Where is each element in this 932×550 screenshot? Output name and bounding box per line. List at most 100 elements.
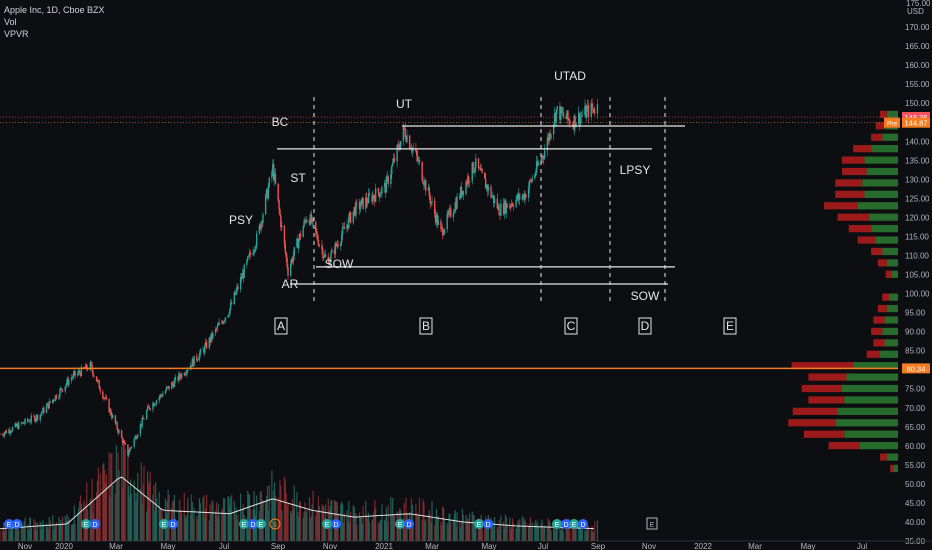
- candle-body: [340, 242, 342, 247]
- volume-bar: [180, 509, 182, 541]
- volume-bar: [590, 530, 592, 541]
- candle-body: [80, 366, 83, 376]
- volume-bar: [418, 497, 421, 541]
- volume-bar: [2, 530, 4, 541]
- vpvr-bar-up: [882, 327, 898, 336]
- candle-body: [210, 333, 212, 342]
- candle-body: [436, 214, 439, 225]
- event-letter: E: [242, 522, 247, 529]
- candle-body: [96, 379, 99, 382]
- event-earnings-icon[interactable]: E: [239, 519, 249, 529]
- volume-bar: [197, 512, 200, 541]
- candle-body: [292, 255, 295, 262]
- event-dividend-icon[interactable]: D: [404, 519, 414, 529]
- candle-body: [35, 414, 38, 420]
- phase-letter: E: [726, 319, 734, 333]
- event-dividend-icon[interactable]: E: [4, 519, 14, 529]
- volume-bar: [468, 521, 470, 541]
- candle-body: [358, 202, 361, 210]
- event-earnings-icon[interactable]: E: [395, 519, 405, 529]
- volume-indicator-label[interactable]: Vol: [4, 17, 17, 27]
- price-unit: USD: [907, 7, 924, 16]
- volume-bar: [208, 520, 210, 541]
- time-axis[interactable]: Nov 2020 Mar May Jul Sep Nov 2021 Mar May Jul Sep No…: [0, 540, 932, 550]
- event-dividend-icon[interactable]: D: [248, 519, 258, 529]
- time-tick: 2022: [694, 542, 712, 550]
- event-letter: E: [398, 522, 403, 529]
- volume-bar: [273, 482, 276, 541]
- volume-bar: [449, 513, 451, 541]
- time-tick: Jul: [219, 542, 229, 550]
- volume-bar: [331, 499, 333, 541]
- volume-bar: [27, 524, 29, 541]
- volume-bar: [412, 521, 414, 541]
- candle-body: [72, 373, 75, 378]
- candle-body: [79, 372, 82, 376]
- candle-body: [435, 214, 438, 223]
- volume-bar: [493, 527, 495, 541]
- volume-bar: [108, 452, 110, 541]
- volume-bar: [199, 503, 201, 541]
- candle-body: [421, 161, 423, 181]
- phase-label-d: D: [638, 317, 652, 335]
- candle-body: [102, 391, 104, 399]
- event-earnings-icon[interactable]: E: [81, 519, 91, 529]
- volume-bar: [179, 499, 181, 541]
- price-tick: 75.00: [905, 385, 926, 394]
- volume-bar: [574, 521, 576, 541]
- volume-bar: [287, 503, 289, 541]
- event-dividend-icon[interactable]: D: [561, 519, 571, 529]
- vpvr-bar-down: [875, 122, 885, 130]
- label-ut: UT: [396, 97, 413, 111]
- event-earnings-icon[interactable]: E: [256, 519, 266, 529]
- candle-body: [8, 429, 10, 434]
- candle-body: [279, 209, 281, 216]
- event-dividend-icon[interactable]: D: [483, 519, 493, 529]
- volume-bar: [267, 510, 269, 541]
- event-dividend-icon[interactable]: D: [12, 519, 22, 529]
- vpvr-bar-down: [890, 464, 894, 473]
- volume-bar: [516, 526, 518, 541]
- volume-bar: [437, 516, 439, 541]
- symbol-title[interactable]: Apple Inc, 1D, Cboe BZX: [4, 5, 105, 15]
- event-earnings-icon[interactable]: E: [159, 519, 169, 529]
- event-earnings-icon[interactable]: E: [322, 519, 332, 529]
- candle-body: [23, 423, 25, 424]
- vpvr-bar-up: [837, 407, 898, 415]
- volume-bar: [204, 517, 206, 541]
- volume-bar: [421, 519, 423, 541]
- candle-body: [137, 434, 139, 438]
- event-earnings-icon[interactable]: E: [552, 519, 562, 529]
- vpvr-bar-up: [886, 304, 898, 313]
- event-earnings-icon[interactable]: E: [474, 519, 484, 529]
- event-dividend-icon[interactable]: D: [578, 519, 588, 529]
- candle-body: [40, 413, 42, 415]
- volume-bar: [341, 501, 343, 541]
- volume-bar: [466, 521, 468, 541]
- candle-body: [404, 128, 406, 138]
- event-split-icon[interactable]: S: [269, 518, 281, 530]
- candle-body: [465, 181, 467, 195]
- candle-body: [93, 375, 95, 377]
- vpvr-indicator-label[interactable]: VPVR: [4, 29, 29, 39]
- event-dividend-icon[interactable]: D: [168, 519, 178, 529]
- volume-bar: [293, 485, 295, 541]
- candle-body: [95, 376, 98, 382]
- candle-body: [512, 205, 515, 207]
- candle-body: [54, 395, 57, 401]
- event-dividend-icon[interactable]: D: [90, 519, 100, 529]
- event-future-icon[interactable]: E: [646, 517, 658, 530]
- candle-body: [122, 441, 125, 444]
- candle-body: [575, 123, 577, 128]
- volume-bar: [375, 507, 377, 541]
- candle-body: [184, 374, 186, 375]
- event-dividend-icon[interactable]: D: [331, 519, 341, 529]
- event-earnings-icon[interactable]: E: [569, 519, 579, 529]
- price-tick: 120.00: [905, 213, 930, 222]
- volume-bar: [361, 524, 363, 541]
- candle-body: [556, 106, 558, 110]
